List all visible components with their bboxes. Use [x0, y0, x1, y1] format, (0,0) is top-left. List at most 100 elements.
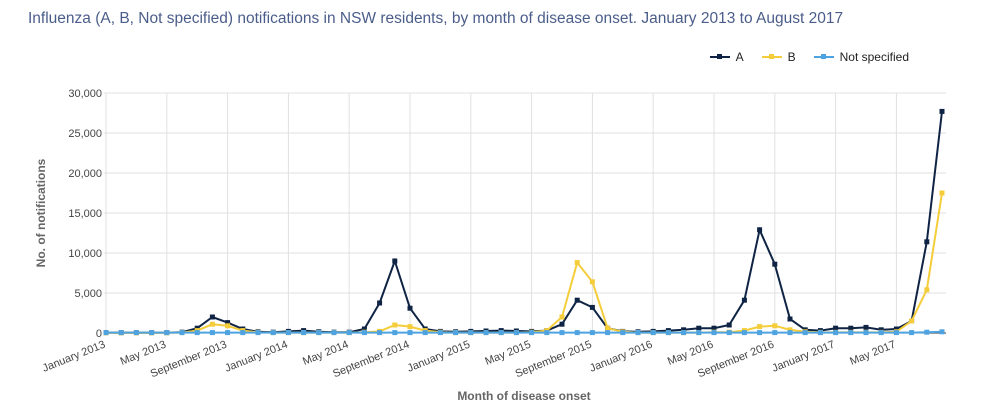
- x-tick-label: January 2016: [588, 339, 654, 375]
- data-point-b: [909, 318, 915, 324]
- data-point-not-specified: [513, 330, 519, 336]
- data-point-a: [361, 326, 367, 332]
- data-point-not-specified: [589, 330, 595, 336]
- y-tick-label: 15,000: [68, 208, 102, 220]
- data-point-a: [392, 258, 398, 264]
- data-point-not-specified: [149, 330, 155, 336]
- y-tick-label: 20,000: [68, 168, 102, 180]
- data-point-b: [589, 279, 595, 285]
- legend-label: A: [735, 50, 744, 64]
- data-point-b: [605, 325, 611, 331]
- x-tick-label: January 2013: [41, 339, 107, 375]
- data-point-not-specified: [544, 330, 550, 336]
- data-point-a: [893, 326, 899, 332]
- data-point-a: [681, 327, 687, 333]
- data-point-not-specified: [833, 330, 839, 336]
- data-point-not-specified: [164, 330, 170, 336]
- data-point-not-specified: [924, 329, 930, 335]
- data-point-not-specified: [787, 330, 793, 336]
- legend-label: B: [787, 50, 796, 64]
- data-point-a: [589, 304, 595, 310]
- data-point-not-specified: [848, 330, 854, 336]
- data-point-not-specified: [118, 330, 124, 336]
- data-point-a: [225, 320, 231, 326]
- data-point-not-specified: [422, 330, 428, 336]
- data-point-not-specified: [757, 330, 763, 336]
- x-tick-label: January 2017: [770, 339, 836, 375]
- data-point-not-specified: [437, 330, 443, 336]
- data-point-not-specified: [696, 330, 702, 336]
- data-point-not-specified: [605, 330, 611, 336]
- data-point-not-specified: [939, 329, 945, 335]
- series-line-b: [106, 192, 943, 334]
- data-point-b: [559, 314, 565, 320]
- data-point-not-specified: [331, 330, 337, 336]
- data-point-not-specified: [650, 330, 656, 336]
- data-point-a: [939, 108, 945, 114]
- data-point-not-specified: [529, 330, 535, 336]
- data-point-b: [757, 324, 763, 330]
- data-point-a: [833, 325, 839, 331]
- data-point-b: [787, 327, 793, 333]
- data-point-not-specified: [741, 330, 747, 336]
- legend-item-a[interactable]: A: [709, 50, 744, 64]
- data-point-not-specified: [665, 330, 671, 336]
- data-point-not-specified: [361, 330, 367, 336]
- data-point-a: [377, 300, 383, 306]
- data-point-not-specified: [301, 330, 307, 336]
- data-point-not-specified: [817, 330, 823, 336]
- data-point-b: [225, 323, 231, 329]
- data-point-a: [863, 324, 869, 330]
- data-point-not-specified: [179, 330, 185, 336]
- data-point-not-specified: [377, 330, 383, 336]
- y-tick-label: 5,000: [74, 288, 102, 300]
- legend-item-b[interactable]: B: [761, 50, 796, 64]
- data-point-b: [392, 322, 398, 328]
- data-point-a: [757, 227, 763, 233]
- data-point-not-specified: [316, 330, 322, 336]
- data-point-a: [574, 297, 580, 303]
- x-tick-label: January 2015: [406, 339, 472, 375]
- data-point-a: [407, 305, 413, 311]
- data-point-not-specified: [240, 330, 246, 336]
- data-point-not-specified: [574, 330, 580, 336]
- data-point-b: [939, 190, 945, 196]
- series-line-a: [106, 111, 943, 334]
- data-point-not-specified: [620, 330, 626, 336]
- data-point-not-specified: [893, 330, 899, 336]
- data-point-a: [741, 297, 747, 303]
- y-tick-label: 25,000: [68, 128, 102, 140]
- y-tick-label: 10,000: [68, 248, 102, 260]
- data-point-not-specified: [392, 330, 398, 336]
- data-point-not-specified: [498, 330, 504, 336]
- data-point-not-specified: [681, 330, 687, 336]
- x-axis-title: Month of disease onset: [457, 389, 590, 403]
- data-point-a: [726, 322, 732, 328]
- data-point-b: [772, 323, 778, 329]
- data-point-a: [559, 321, 565, 327]
- data-point-not-specified: [878, 330, 884, 336]
- data-point-not-specified: [225, 330, 231, 336]
- data-point-not-specified: [559, 330, 565, 336]
- data-point-b: [574, 260, 580, 266]
- x-tick-label: May 2017: [848, 339, 897, 368]
- data-point-b: [407, 324, 413, 330]
- data-point-not-specified: [453, 330, 459, 336]
- data-point-a: [924, 239, 930, 245]
- data-point-a: [878, 327, 884, 333]
- x-tick-label: January 2014: [223, 339, 289, 375]
- legend-label: Not specified: [839, 50, 909, 64]
- data-point-not-specified: [802, 330, 808, 336]
- data-point-a: [848, 325, 854, 331]
- data-point-not-specified: [483, 330, 489, 336]
- data-point-not-specified: [209, 330, 215, 336]
- data-point-not-specified: [407, 330, 413, 336]
- legend-item-not-specified[interactable]: Not specified: [813, 50, 909, 64]
- data-point-not-specified: [285, 330, 291, 336]
- series-line-not-specified: [106, 330, 943, 334]
- data-point-not-specified: [468, 330, 474, 336]
- data-point-not-specified: [346, 330, 352, 336]
- data-point-not-specified: [194, 330, 200, 336]
